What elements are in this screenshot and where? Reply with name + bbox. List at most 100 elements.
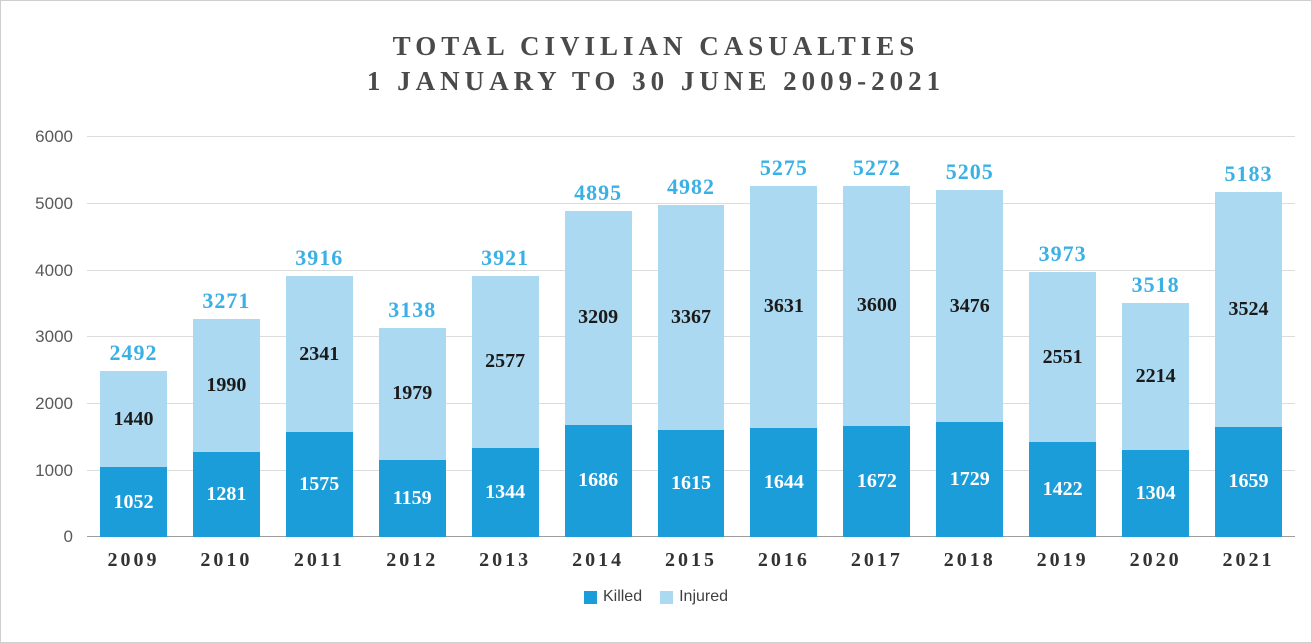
stacked-bar: 1281 1990 3271 <box>192 288 260 538</box>
legend-swatch-killed-icon <box>583 590 597 604</box>
legend-item-killed: Killed <box>583 588 643 606</box>
killed-segment: 1304 <box>1122 450 1190 538</box>
bar-group: 1281 1990 3271 <box>180 137 273 538</box>
killed-value-label: 1344 <box>485 480 526 503</box>
injured-segment: 3476 <box>936 190 1004 422</box>
x-axis-label: 2018 <box>943 549 996 572</box>
bar-group: 1729 3476 5205 <box>923 137 1016 538</box>
killed-value-label: 1281 <box>206 482 247 505</box>
gridline <box>87 136 1295 138</box>
total-value-label: 5272 <box>852 154 901 180</box>
injured-segment: 1990 <box>192 319 260 452</box>
stacked-bar: 1615 3367 4982 <box>657 174 725 538</box>
injured-segment: 3600 <box>843 185 911 426</box>
injured-value-label: 3631 <box>763 295 804 318</box>
y-axis-tick-label: 0 <box>63 527 73 547</box>
x-axis-label: 2010 <box>200 549 253 572</box>
injured-segment: 3367 <box>657 205 725 430</box>
y-axis-tick-label: 2000 <box>35 393 73 413</box>
bar-group: 1644 3631 5275 <box>737 137 830 538</box>
injured-value-label: 1979 <box>392 382 433 405</box>
stacked-bar: 1422 2551 3973 <box>1029 241 1097 538</box>
total-value-label: 3271 <box>202 288 251 314</box>
bar-group: 1659 3524 5183 <box>1202 137 1295 538</box>
killed-value-label: 1659 <box>1228 470 1269 493</box>
legend-swatch-injured-icon <box>660 590 674 604</box>
total-value-label: 3921 <box>481 244 530 270</box>
legend-label-killed: Killed <box>602 588 643 606</box>
killed-value-label: 1159 <box>392 487 432 510</box>
bars-layer: 1052 1440 2492 1281 1990 3271 1575 2341 3916 1159… <box>87 137 1295 538</box>
killed-value-label: 1686 <box>578 469 619 492</box>
injured-value-label: 1440 <box>113 407 154 430</box>
stacked-bar: 1159 1979 3138 <box>378 297 446 538</box>
total-value-label: 3973 <box>1038 241 1087 267</box>
killed-segment: 1422 <box>1029 442 1097 538</box>
y-axis-tick-label: 5000 <box>35 193 73 213</box>
chart-title-line2: 1 JANUARY TO 30 JUNE 2009-2021 <box>366 66 946 97</box>
x-axis-label: 2011 <box>293 549 345 572</box>
killed-segment: 1159 <box>378 459 446 538</box>
x-axis-label: 2014 <box>572 549 625 572</box>
x-axis-label: 2020 <box>1129 549 1182 572</box>
killed-segment: 1729 <box>936 421 1004 538</box>
bar-group: 1615 3367 4982 <box>645 137 738 538</box>
killed-value-label: 1672 <box>856 469 897 492</box>
injured-value-label: 2214 <box>1135 364 1176 387</box>
chart-body: 0 1000 2000 3000 4000 5000 6000 1052 1440 2492 12… <box>1 127 1311 546</box>
stacked-bar: 1644 3631 5275 <box>750 155 818 538</box>
bar-group: 1672 3600 5272 <box>830 137 923 538</box>
injured-segment: 3209 <box>564 210 632 425</box>
x-axis-label: 2021 <box>1222 549 1275 572</box>
killed-segment: 1575 <box>285 432 353 538</box>
legend-label-injured: Injured <box>679 588 729 606</box>
total-value-label: 5205 <box>945 159 994 185</box>
killed-value-label: 1422 <box>1042 478 1083 501</box>
injured-segment: 2341 <box>285 276 353 433</box>
bar-group: 1422 2551 3973 <box>1016 137 1109 538</box>
x-axis-label: 2013 <box>479 549 532 572</box>
injured-value-label: 3209 <box>578 306 619 329</box>
injured-value-label: 1990 <box>206 373 247 396</box>
injured-value-label: 3600 <box>856 294 897 317</box>
total-value-label: 4982 <box>666 174 715 200</box>
bar-group: 1159 1979 3138 <box>366 137 459 538</box>
injured-value-label: 2551 <box>1042 345 1083 368</box>
total-value-label: 5183 <box>1224 160 1273 186</box>
x-axis-label: 2017 <box>850 549 903 572</box>
injured-segment: 3524 <box>1215 191 1282 427</box>
stacked-bar: 1729 3476 5205 <box>936 159 1004 538</box>
killed-value-label: 1729 <box>949 468 990 491</box>
bar-group: 1686 3209 4895 <box>552 137 645 538</box>
total-value-label: 3518 <box>1131 271 1180 297</box>
injured-segment: 1440 <box>100 371 167 468</box>
total-value-label: 3138 <box>388 297 437 322</box>
stacked-bar: 1304 2214 3518 <box>1122 272 1190 538</box>
injured-value-label: 2341 <box>299 342 340 365</box>
injured-segment: 2551 <box>1029 272 1097 443</box>
killed-segment: 1672 <box>843 425 911 538</box>
stacked-bar: 1575 2341 3916 <box>285 245 353 538</box>
x-axis-label: 2016 <box>757 549 810 572</box>
injured-segment: 1979 <box>378 328 446 460</box>
bar-group: 1344 2577 3921 <box>459 137 552 538</box>
injured-value-label: 2577 <box>485 350 526 373</box>
y-axis: 0 1000 2000 3000 4000 5000 6000 <box>1 127 87 546</box>
stacked-bar: 1672 3600 5272 <box>843 155 911 538</box>
total-value-label: 3916 <box>295 245 344 271</box>
x-axis-label: 2012 <box>386 549 439 572</box>
y-axis-tick-label: 4000 <box>35 260 73 280</box>
injured-value-label: 3476 <box>949 294 990 317</box>
total-value-label: 4895 <box>574 179 623 205</box>
killed-value-label: 1575 <box>299 473 340 496</box>
legend-item-injured: Injured <box>660 588 728 606</box>
killed-segment: 1344 <box>471 447 539 538</box>
y-axis-tick-label: 3000 <box>35 327 73 347</box>
stacked-bar: 1052 1440 2492 <box>100 340 167 538</box>
killed-value-label: 1644 <box>763 470 804 493</box>
injured-value-label: 3524 <box>1228 297 1269 320</box>
killed-segment: 1281 <box>192 451 260 538</box>
x-axis-label: 2009 <box>107 549 160 572</box>
gridline <box>87 202 1295 204</box>
